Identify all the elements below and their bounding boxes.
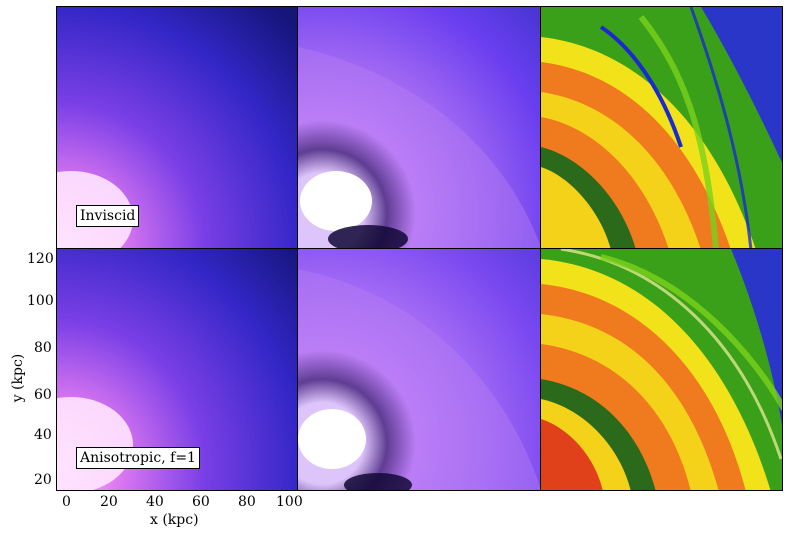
y-tick-label: 80	[34, 340, 52, 356]
temperature-panel-anisotropic	[297, 248, 541, 491]
y-axis-title: y (kpc)	[10, 353, 26, 403]
label-inviscid: Inviscid	[76, 205, 140, 227]
x-tick-label: 40	[146, 494, 164, 510]
y-tick-label: 100	[27, 293, 54, 309]
shock-panel-anisotropic	[540, 248, 783, 491]
shock-map-anisotropic	[541, 249, 782, 490]
label-anisotropic: Anisotropic, f=1	[76, 447, 200, 469]
x-tick-label: 20	[100, 494, 118, 510]
y-tick-label: 40	[34, 427, 52, 443]
shock-map-inviscid	[541, 7, 782, 248]
shock-panel-inviscid	[540, 6, 783, 249]
x-tick-label: 0	[62, 494, 71, 510]
y-tick-label: 60	[34, 387, 52, 403]
x-axis-title: x (kpc)	[150, 512, 199, 528]
x-tick-label: 80	[238, 494, 256, 510]
x-tick-label: 60	[192, 494, 210, 510]
y-tick-label: 120	[27, 251, 54, 267]
temperature-map-inviscid	[298, 7, 540, 248]
x-tick-label: 100	[276, 494, 303, 510]
temperature-panel-inviscid	[297, 6, 541, 249]
y-tick-label: 20	[34, 472, 52, 488]
temperature-map-anisotropic	[298, 249, 540, 490]
